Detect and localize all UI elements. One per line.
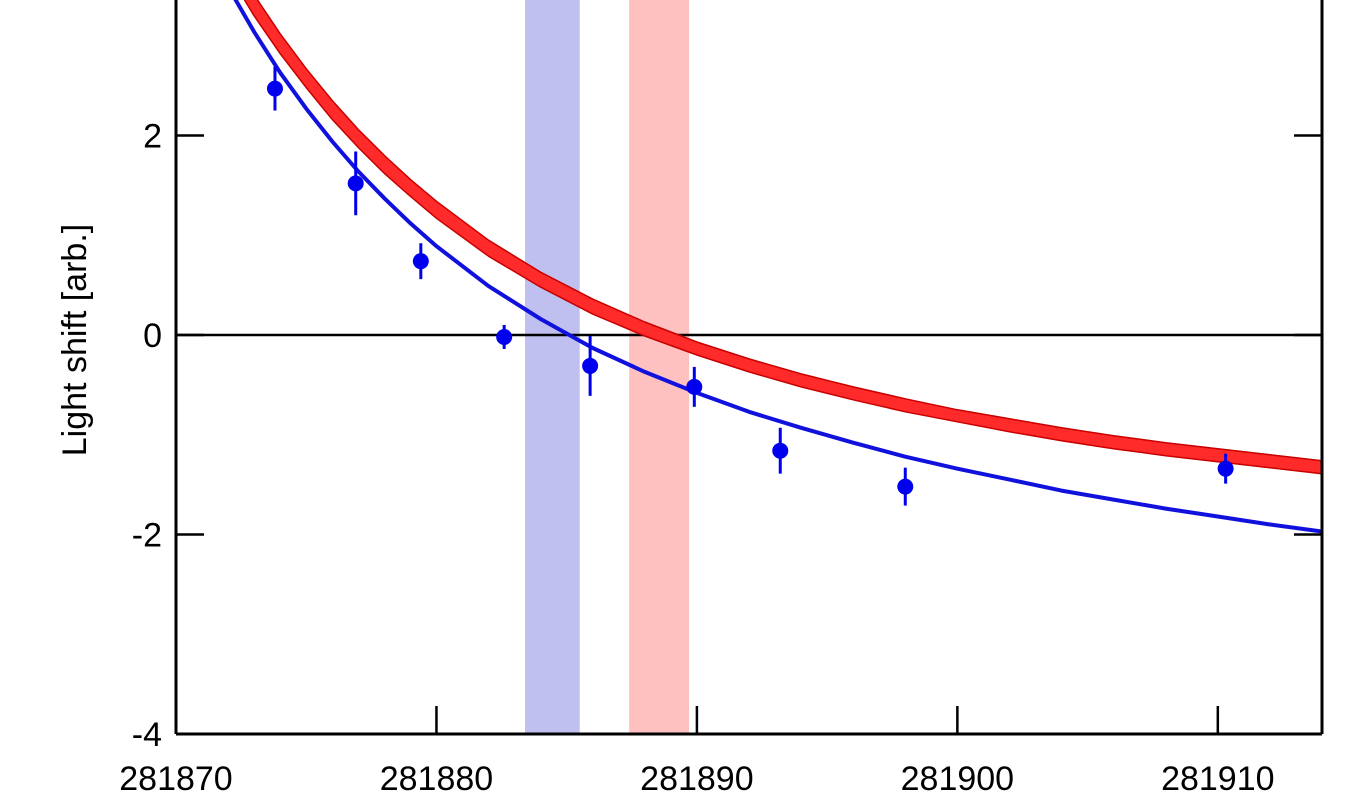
shaded-region-2 xyxy=(629,0,690,734)
data-point-9 xyxy=(1217,453,1234,484)
shaded-region-1 xyxy=(525,0,580,734)
marker-4 xyxy=(496,328,513,345)
model-band xyxy=(243,0,1322,475)
marker-5 xyxy=(582,357,599,374)
data-point-1 xyxy=(266,66,283,111)
data-point-5 xyxy=(582,335,599,396)
axes-layer xyxy=(174,0,1324,736)
marker-7 xyxy=(772,442,789,459)
y-tick-label-2: -2 xyxy=(132,517,162,555)
data-point-7 xyxy=(772,427,789,474)
y-tick-label-3: 0 xyxy=(143,317,162,355)
data-point-2 xyxy=(347,151,364,216)
marker-3 xyxy=(412,253,429,270)
x-tick-label-2: 281880 xyxy=(380,760,493,798)
marker-2 xyxy=(347,175,364,192)
x-tick-label-3: 281890 xyxy=(640,760,753,798)
marker-1 xyxy=(266,80,283,97)
data-point-3 xyxy=(412,243,429,280)
data-point-8 xyxy=(897,467,914,506)
y-tick-label-1: -4 xyxy=(132,716,162,754)
ticks-layer: 281870 281880 281890 281900 281910 -4 -2 0 2 xyxy=(119,118,1322,798)
x-tick-label-1: 281870 xyxy=(119,760,232,798)
marker-9 xyxy=(1217,460,1234,477)
x-tick-label-4: 281900 xyxy=(901,760,1014,798)
marker-8 xyxy=(897,478,914,495)
series-layer xyxy=(233,0,1322,534)
data-point-6 xyxy=(686,366,703,407)
shaded-regions xyxy=(525,0,690,734)
y-tick-label-4: 2 xyxy=(143,118,162,156)
y-axis-label: Light shift [arb.] xyxy=(56,224,94,456)
fit-line xyxy=(233,0,1322,534)
marker-6 xyxy=(686,378,703,395)
x-tick-label-5: 281910 xyxy=(1161,760,1274,798)
data-point-4 xyxy=(496,325,513,349)
